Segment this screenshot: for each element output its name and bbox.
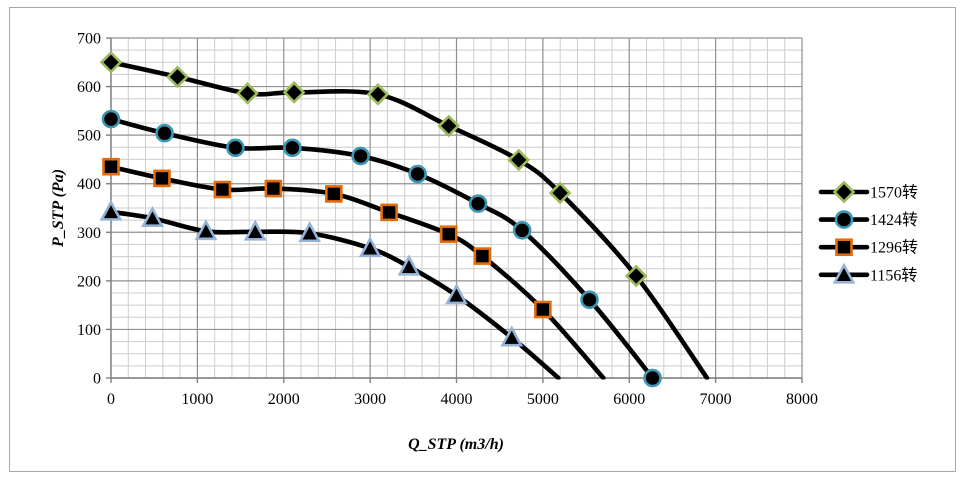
marker-triangle: [445, 283, 468, 305]
marker-diamond: [507, 148, 531, 172]
marker-square: [153, 169, 171, 188]
x-tick-label: 5000: [527, 391, 559, 408]
series-line-2: [108, 164, 606, 380]
legend-label: 1296转: [870, 239, 918, 257]
series-1424转: [101, 109, 662, 388]
chart-frame: [9, 7, 956, 472]
legend-item-2: 1296转: [818, 238, 918, 257]
tick-labels: 0 1000 2000 3000 4000 5000 6000 7000 8000 0 100 200…: [77, 31, 818, 409]
x-tick-label: 0: [107, 391, 115, 408]
series-1296转: [102, 157, 606, 380]
marker-square: [213, 180, 232, 199]
marker-triangle: [500, 325, 524, 347]
marker-square: [473, 247, 492, 265]
x-tick-label: 7000: [700, 391, 732, 408]
marker-diamond: [624, 264, 648, 288]
legend-item-3: 1156转: [818, 262, 917, 284]
legend-item-0: 1570转: [818, 180, 918, 204]
x-axis-title: Q_STP (m3/h): [408, 436, 504, 453]
x-tick-label: 3000: [354, 391, 386, 408]
y-axis-title: P_STP (Pa): [50, 168, 67, 248]
series-line-1: [108, 116, 655, 380]
marker-circle: [226, 138, 245, 158]
marker-diamond: [366, 83, 390, 106]
series-markers-3: [99, 199, 524, 347]
legend: 1570转 1424转 1296转 1156转: [818, 180, 918, 284]
marker-square: [835, 238, 853, 256]
y-tick-label: 200: [77, 273, 101, 290]
marker-triangle: [141, 205, 164, 227]
series-markers-1: [101, 109, 662, 388]
y-tick-label: 0: [93, 371, 101, 388]
marker-diamond: [548, 181, 572, 205]
marker-circle: [580, 290, 599, 310]
series-markers-0: [99, 50, 648, 288]
marker-circle: [834, 210, 854, 229]
marker-square: [325, 185, 343, 203]
marker-triangle: [99, 199, 123, 221]
marker-square: [102, 157, 120, 176]
axes: [106, 37, 803, 383]
marker-diamond: [832, 180, 856, 204]
marker-circle: [512, 221, 532, 240]
series-line-0: [108, 59, 710, 380]
y-tick-label: 500: [77, 128, 101, 145]
x-tick-label: 6000: [613, 391, 645, 408]
marker-circle: [408, 164, 427, 184]
marker-square: [380, 203, 398, 222]
marker-triangle: [358, 236, 382, 258]
x-tick-label: 2000: [268, 391, 300, 408]
marker-triangle: [243, 219, 267, 241]
legend-label: 1156转: [870, 266, 917, 284]
series-1570转: [99, 50, 710, 380]
series-markers-2: [102, 157, 552, 319]
marker-triangle: [298, 221, 322, 243]
marker-triangle: [397, 254, 421, 276]
marker-circle: [351, 146, 370, 166]
marker-diamond: [282, 81, 306, 104]
marker-circle: [468, 194, 488, 213]
marker-diamond: [236, 82, 259, 105]
legend-label: 1570转: [870, 184, 918, 202]
legend-label: 1424转: [870, 211, 918, 229]
marker-circle: [101, 109, 121, 129]
marker-square: [264, 179, 283, 198]
y-tick-label: 600: [77, 79, 101, 96]
marker-square: [534, 300, 552, 319]
marker-square: [439, 225, 458, 244]
y-tick-label: 400: [77, 176, 101, 193]
y-tick-label: 100: [77, 322, 101, 339]
grid-major: [110, 37, 803, 379]
marker-diamond: [166, 65, 189, 89]
legend-item-1: 1424转: [818, 210, 918, 229]
y-tick-label: 300: [77, 225, 101, 242]
x-tick-label: 4000: [441, 391, 473, 408]
marker-triangle: [194, 219, 218, 241]
y-tick-label: 700: [77, 31, 101, 48]
series-line-3: [108, 209, 561, 380]
marker-circle: [643, 368, 662, 388]
x-tick-label: 1000: [181, 391, 213, 408]
marker-diamond: [437, 114, 461, 138]
marker-diamond: [99, 50, 123, 74]
marker-circle: [155, 123, 174, 143]
marker-circle: [283, 138, 302, 158]
x-tick-label: 8000: [786, 391, 818, 408]
series-1156转: [99, 199, 561, 380]
marker-triangle: [832, 262, 856, 284]
